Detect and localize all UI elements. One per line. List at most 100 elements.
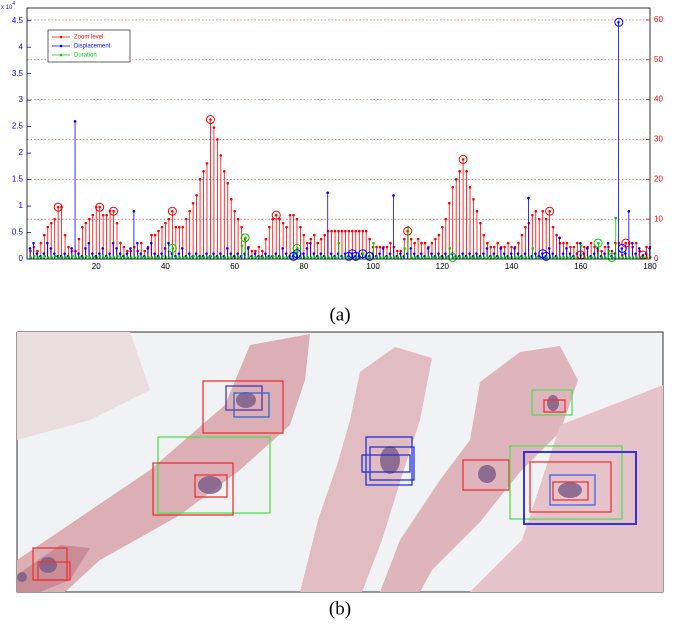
stem-marker bbox=[514, 256, 517, 259]
stem-marker bbox=[70, 247, 73, 250]
stem-marker bbox=[624, 256, 628, 259]
stem-marker bbox=[409, 237, 413, 241]
stem-marker bbox=[375, 245, 378, 249]
stem-marker bbox=[91, 252, 94, 256]
stem-marker bbox=[28, 247, 32, 250]
highlight-circle bbox=[292, 243, 302, 253]
stem-marker bbox=[33, 255, 36, 258]
y2-tick-label: 50 bbox=[654, 55, 663, 64]
stem-marker bbox=[378, 252, 381, 256]
stem-marker bbox=[555, 233, 558, 237]
stem-marker bbox=[319, 252, 323, 256]
stem-marker bbox=[264, 237, 268, 241]
stem bbox=[87, 241, 91, 259]
stem-marker bbox=[419, 252, 423, 256]
stem bbox=[209, 118, 212, 259]
stem-marker bbox=[302, 252, 305, 256]
stem-marker bbox=[603, 245, 607, 249]
stem-marker bbox=[479, 256, 483, 259]
stem-marker bbox=[634, 252, 638, 256]
stem-marker bbox=[39, 241, 43, 245]
stem bbox=[444, 217, 448, 259]
stem-marker bbox=[181, 256, 185, 259]
stem-marker bbox=[565, 241, 569, 245]
stem bbox=[43, 255, 47, 259]
stem-marker bbox=[312, 252, 316, 256]
stem bbox=[33, 255, 36, 259]
stem bbox=[309, 241, 312, 259]
stem-marker bbox=[447, 201, 451, 205]
stem-marker bbox=[565, 247, 568, 250]
stem-marker bbox=[261, 249, 264, 253]
y-multiplier-exponent: 4 bbox=[12, 1, 15, 7]
stem-marker bbox=[199, 256, 202, 259]
stem-marker bbox=[562, 256, 566, 259]
highlight-circle bbox=[167, 206, 177, 216]
stem-marker bbox=[185, 256, 188, 259]
stem-marker bbox=[409, 247, 413, 250]
stem-marker bbox=[441, 225, 444, 229]
stem-marker bbox=[541, 209, 545, 213]
x-tick-label: 180 bbox=[643, 262, 657, 271]
stem-marker bbox=[482, 256, 486, 259]
stem bbox=[579, 244, 583, 259]
stem-marker bbox=[607, 249, 611, 253]
stem-marker bbox=[527, 196, 530, 200]
stem-marker bbox=[143, 249, 146, 253]
stem-marker bbox=[177, 252, 181, 256]
stem bbox=[271, 255, 275, 259]
tissue bbox=[380, 346, 578, 592]
stem-marker bbox=[205, 252, 208, 256]
stem-marker bbox=[427, 256, 431, 259]
x-tick-label: 40 bbox=[161, 262, 170, 271]
stem-marker bbox=[534, 252, 537, 256]
stem-marker bbox=[67, 256, 71, 259]
y2-tick-label: 60 bbox=[654, 15, 663, 24]
stem-marker bbox=[368, 256, 372, 259]
stem-marker bbox=[119, 256, 123, 259]
stem bbox=[627, 210, 631, 259]
stem bbox=[91, 213, 95, 259]
y-tick-label: 4.5 bbox=[12, 16, 24, 25]
stem bbox=[323, 233, 326, 259]
stem bbox=[531, 247, 535, 259]
stem-marker bbox=[295, 217, 299, 221]
stem-marker bbox=[91, 256, 95, 259]
stem-marker bbox=[77, 237, 81, 241]
stem-marker bbox=[399, 252, 402, 256]
stem-marker bbox=[465, 170, 468, 173]
stem-marker bbox=[84, 255, 88, 258]
stem-marker bbox=[174, 256, 178, 259]
stem bbox=[534, 209, 538, 259]
stem-marker bbox=[624, 252, 627, 256]
stem-marker bbox=[544, 217, 548, 221]
stem bbox=[56, 205, 60, 259]
stem-marker bbox=[219, 256, 223, 259]
stem-marker bbox=[46, 241, 49, 245]
stem bbox=[597, 241, 600, 259]
y-tick-label: 1 bbox=[19, 201, 24, 210]
stem-marker bbox=[77, 252, 80, 256]
stem-marker bbox=[379, 256, 382, 259]
stem-marker bbox=[468, 185, 472, 189]
stem-marker bbox=[437, 252, 440, 256]
y-tick-label: 2 bbox=[19, 148, 24, 157]
x-tick-label: 120 bbox=[436, 262, 450, 271]
stem-marker bbox=[486, 256, 490, 259]
stem-marker bbox=[320, 256, 323, 259]
stem-marker bbox=[153, 252, 156, 256]
stem-marker bbox=[562, 241, 565, 245]
stem-marker bbox=[101, 213, 105, 217]
stem-marker bbox=[188, 209, 191, 213]
stem-marker bbox=[492, 252, 496, 256]
stem-marker bbox=[29, 256, 33, 259]
stem-marker bbox=[108, 252, 111, 256]
stem-marker bbox=[299, 225, 302, 229]
stem-marker bbox=[326, 229, 330, 233]
stem-marker bbox=[604, 256, 607, 259]
stem-marker bbox=[590, 256, 593, 259]
stem-marker bbox=[285, 256, 289, 259]
stem-marker bbox=[46, 225, 50, 229]
stem-marker bbox=[32, 241, 35, 245]
highlight-circle bbox=[271, 210, 281, 220]
